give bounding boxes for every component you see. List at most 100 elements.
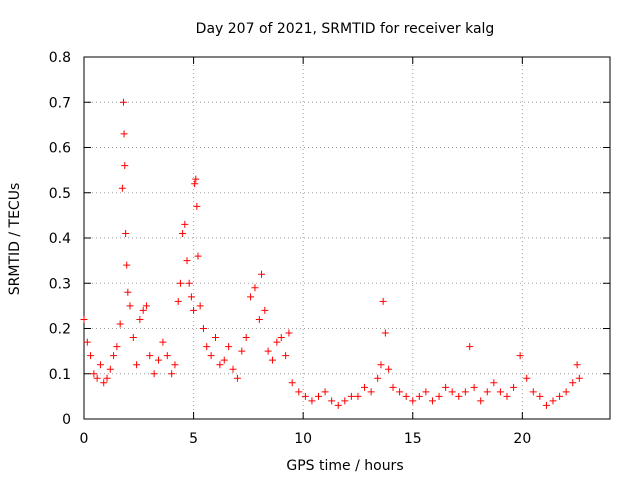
data-point xyxy=(168,370,176,378)
data-point xyxy=(110,352,118,360)
data-point xyxy=(90,370,98,378)
data-point xyxy=(516,352,524,360)
data-point xyxy=(251,284,259,292)
tick-marks xyxy=(83,56,610,420)
data-point xyxy=(119,98,127,106)
data-point xyxy=(171,361,179,369)
data-point xyxy=(93,374,101,382)
data-point xyxy=(118,184,126,192)
grid-lines xyxy=(84,57,610,419)
y-tick-label: 0.2 xyxy=(49,322,71,338)
x-tick-label: 20 xyxy=(513,431,531,447)
data-point xyxy=(470,383,478,391)
data-point xyxy=(159,338,167,346)
data-point xyxy=(193,202,201,210)
y-tick-label: 0.1 xyxy=(49,367,71,383)
data-point xyxy=(163,352,171,360)
data-point xyxy=(229,365,237,373)
data-point xyxy=(247,293,255,301)
data-point xyxy=(264,347,272,355)
data-point xyxy=(477,397,485,405)
data-point xyxy=(321,388,329,396)
data-point xyxy=(295,388,303,396)
data-point xyxy=(385,365,393,373)
y-tick-label: 0.4 xyxy=(49,231,71,247)
data-point xyxy=(483,388,491,396)
data-point xyxy=(428,397,436,405)
y-tick-label: 0.8 xyxy=(49,50,71,66)
y-tick-label: 0.3 xyxy=(49,276,71,292)
data-point xyxy=(203,343,211,351)
data-point xyxy=(282,352,290,360)
data-point xyxy=(268,356,276,364)
data-point xyxy=(174,297,182,305)
data-point xyxy=(549,397,557,405)
data-point xyxy=(573,361,581,369)
data-point xyxy=(139,306,147,314)
data-point xyxy=(334,401,342,409)
x-tick-label: 5 xyxy=(189,431,198,447)
data-point xyxy=(133,361,141,369)
data-point xyxy=(233,374,241,382)
data-point xyxy=(258,270,266,278)
data-point xyxy=(377,361,385,369)
data-point xyxy=(361,383,369,391)
data-point xyxy=(448,388,456,396)
data-point xyxy=(194,252,202,260)
data-point xyxy=(181,220,189,228)
data-point xyxy=(569,379,577,387)
data-point xyxy=(277,334,285,342)
x-tick-label: 15 xyxy=(404,431,422,447)
data-point xyxy=(490,379,498,387)
data-point xyxy=(466,343,474,351)
data-point xyxy=(212,334,219,342)
data-point xyxy=(106,365,114,373)
data-point xyxy=(381,329,389,337)
data-point xyxy=(556,392,564,400)
plot-border xyxy=(83,56,611,420)
data-point xyxy=(261,306,269,314)
data-point xyxy=(120,130,128,138)
data-point xyxy=(396,388,404,396)
x-tick-label: 10 xyxy=(294,431,312,447)
chart-title: Day 207 of 2021, SRMTID for receiver kal… xyxy=(196,21,495,37)
data-point xyxy=(146,352,154,360)
data-point xyxy=(199,325,207,332)
data-point xyxy=(389,383,397,391)
data-point xyxy=(308,397,316,405)
data-point xyxy=(367,388,375,396)
data-point xyxy=(341,397,349,405)
data-point xyxy=(216,361,224,369)
data-point xyxy=(435,392,443,400)
data-point xyxy=(238,347,246,355)
data-point xyxy=(183,257,191,265)
data-point xyxy=(301,392,309,400)
data-point xyxy=(136,315,144,323)
y-axis-label: SRMTID / TECUs xyxy=(7,183,23,296)
data-point xyxy=(192,175,200,183)
data-point xyxy=(273,338,281,346)
data-point xyxy=(442,383,450,391)
data-point xyxy=(190,306,198,314)
data-point xyxy=(542,401,550,409)
data-point xyxy=(122,229,130,237)
y-tick-label: 0.6 xyxy=(49,141,71,157)
data-point xyxy=(409,397,417,405)
data-point xyxy=(142,302,150,310)
data-point xyxy=(176,279,184,287)
data-point xyxy=(503,392,511,400)
data-point xyxy=(496,388,504,396)
tick-labels: 0 0.1 0.2 0.3 0.4 0.5 0.6 0.7 0.8 0 5 10 15 20 xyxy=(49,50,532,447)
data-point xyxy=(536,392,544,400)
data-point xyxy=(116,320,124,328)
data-points xyxy=(80,98,583,409)
data-point xyxy=(415,392,423,400)
data-point xyxy=(196,302,204,310)
data-point xyxy=(315,392,323,400)
y-tick-label: 0 xyxy=(62,412,71,428)
x-tick-label: 0 xyxy=(80,431,89,447)
data-point xyxy=(562,388,570,396)
data-point xyxy=(255,315,263,323)
data-point xyxy=(207,352,215,360)
